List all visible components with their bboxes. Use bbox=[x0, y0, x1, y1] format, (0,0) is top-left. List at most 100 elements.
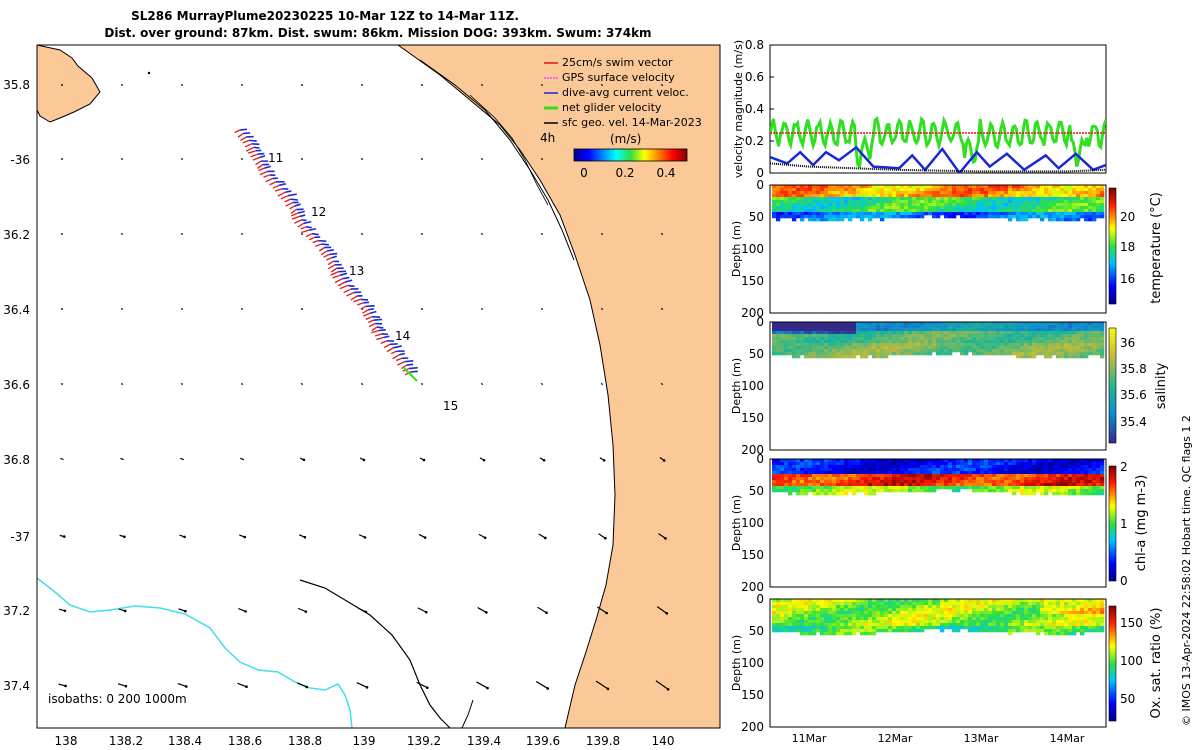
section-cell bbox=[1028, 629, 1033, 633]
section-cell bbox=[956, 486, 961, 490]
section-cell bbox=[900, 188, 905, 192]
section-cell bbox=[1040, 626, 1045, 630]
section-cell bbox=[1032, 468, 1037, 472]
section-cell bbox=[956, 188, 961, 192]
section-cell bbox=[996, 483, 1001, 487]
section-cell bbox=[844, 352, 849, 356]
depth-tick: 150 bbox=[741, 411, 764, 425]
section-cell bbox=[804, 212, 809, 216]
section-cell bbox=[1096, 617, 1101, 621]
section-cell bbox=[900, 477, 905, 481]
depth-tick: 200 bbox=[741, 306, 764, 320]
section-cell bbox=[1092, 328, 1097, 332]
section-cell bbox=[952, 480, 957, 484]
section-cell bbox=[1060, 212, 1065, 216]
section-cell bbox=[840, 608, 845, 612]
section-cell bbox=[960, 337, 965, 341]
section-cell bbox=[940, 343, 945, 347]
section-cell bbox=[908, 486, 913, 490]
section-cell bbox=[1072, 197, 1077, 201]
section-cell bbox=[984, 325, 989, 329]
section-cell bbox=[872, 334, 877, 338]
section-cell bbox=[912, 623, 917, 627]
depth-tick: 200 bbox=[741, 580, 764, 594]
geo-arrow bbox=[180, 233, 184, 235]
current-vector bbox=[257, 152, 265, 155]
section-cell bbox=[1016, 352, 1021, 356]
section-cell bbox=[976, 352, 981, 356]
section-cell bbox=[1032, 355, 1037, 359]
section-cell bbox=[984, 206, 989, 210]
section-cell bbox=[1044, 483, 1049, 487]
section-cell bbox=[968, 608, 973, 612]
section-cell bbox=[952, 209, 957, 213]
section-cell bbox=[856, 215, 861, 219]
section-cell bbox=[1068, 328, 1073, 332]
section-cell bbox=[1060, 337, 1065, 341]
section-cell bbox=[988, 340, 993, 344]
section-cell bbox=[972, 611, 977, 615]
geo-arrow bbox=[660, 83, 664, 87]
section-cell bbox=[1040, 331, 1045, 335]
section-cell bbox=[884, 474, 889, 478]
section-cell bbox=[852, 334, 857, 338]
section-cell bbox=[964, 614, 969, 618]
section-cell bbox=[1092, 215, 1097, 219]
depth-tick: 0 bbox=[756, 592, 764, 606]
section-cell bbox=[776, 468, 781, 472]
section-cell bbox=[876, 620, 881, 624]
section-cell bbox=[884, 334, 889, 338]
section-cell bbox=[1060, 471, 1065, 475]
swim-vector bbox=[291, 215, 300, 220]
section-cell bbox=[888, 200, 893, 204]
section-cell bbox=[924, 188, 929, 192]
section-cell bbox=[1076, 185, 1081, 189]
geo-arrow bbox=[540, 382, 544, 386]
section-cell bbox=[1084, 188, 1089, 192]
section-cell bbox=[1040, 468, 1045, 472]
section-cell bbox=[1016, 346, 1021, 350]
section-cell bbox=[900, 608, 905, 612]
section-cell bbox=[836, 212, 841, 216]
section-cell bbox=[872, 477, 877, 481]
section-cell bbox=[820, 492, 825, 496]
section-cell bbox=[1040, 352, 1045, 356]
geo-arrow bbox=[120, 84, 124, 86]
section-cell bbox=[824, 212, 829, 216]
section-cell bbox=[884, 355, 889, 359]
swim-vector bbox=[269, 181, 277, 186]
section-cell bbox=[1060, 626, 1065, 630]
swim-vector bbox=[346, 291, 355, 297]
swim-vector bbox=[397, 361, 405, 366]
current-vector bbox=[383, 335, 390, 339]
section-cell bbox=[1056, 346, 1061, 350]
section-cell bbox=[812, 197, 817, 201]
current-vector bbox=[308, 227, 317, 232]
section-cell bbox=[820, 343, 825, 347]
section-cell bbox=[908, 349, 913, 353]
geo-arrow bbox=[60, 233, 64, 235]
section-cell bbox=[912, 212, 917, 216]
section-cell bbox=[940, 477, 945, 481]
section-cell bbox=[900, 197, 905, 201]
section-cell bbox=[936, 465, 941, 469]
section-cell bbox=[788, 468, 793, 472]
section-cell bbox=[1100, 343, 1105, 347]
section-cell bbox=[824, 620, 829, 624]
section-cell bbox=[772, 483, 777, 487]
section-cell bbox=[976, 483, 981, 487]
section-cell bbox=[928, 200, 933, 204]
section-cell bbox=[1060, 614, 1065, 618]
section-cell bbox=[940, 459, 945, 463]
section-cell bbox=[1076, 337, 1081, 341]
section-cell bbox=[840, 343, 845, 347]
section-cell bbox=[952, 340, 957, 344]
section-cell bbox=[1080, 194, 1085, 198]
section-cell bbox=[892, 602, 897, 606]
section-cell bbox=[888, 352, 893, 356]
section-cell bbox=[820, 328, 825, 332]
section-cell bbox=[988, 331, 993, 335]
section-cell bbox=[920, 215, 925, 219]
swim-vector bbox=[327, 264, 336, 270]
section-cell bbox=[800, 611, 805, 615]
